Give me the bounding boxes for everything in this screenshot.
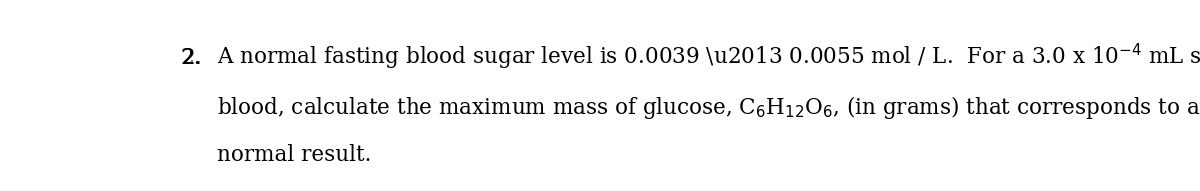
- Text: 2.: 2.: [181, 47, 202, 69]
- Text: A normal fasting blood sugar level is 0.0039 \u2013 0.0055 mol / L.  For a 3.0 x: A normal fasting blood sugar level is 0.…: [217, 42, 1200, 72]
- Text: $\mathrm{2.}$: $\mathrm{2.}$: [181, 48, 200, 68]
- Text: blood, calculate the maximum mass of glucose, C$_6$H$_{12}$O$_6$, (in grams) tha: blood, calculate the maximum mass of glu…: [217, 94, 1200, 121]
- Text: normal result.: normal result.: [217, 144, 371, 166]
